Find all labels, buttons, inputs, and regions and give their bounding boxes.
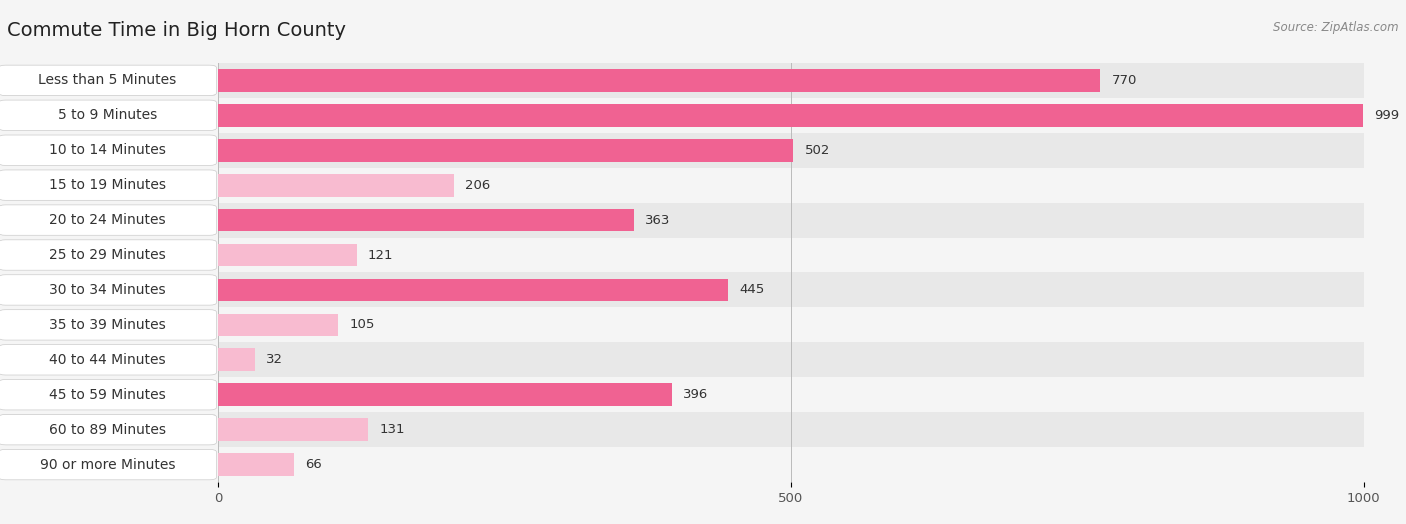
Bar [218,279,728,301]
Text: 10 to 14 Minutes: 10 to 14 Minutes [49,143,166,157]
Text: Commute Time in Big Horn County: Commute Time in Big Horn County [7,21,346,40]
Text: 206: 206 [465,179,491,192]
Bar [218,342,1364,377]
Text: 45 to 59 Minutes: 45 to 59 Minutes [49,388,166,402]
Text: Less than 5 Minutes: Less than 5 Minutes [38,73,177,88]
Bar [218,69,1101,92]
Bar [218,384,672,406]
Bar [218,453,294,476]
Bar [218,418,368,441]
Text: 363: 363 [645,214,671,226]
Text: 445: 445 [740,283,765,297]
Text: 20 to 24 Minutes: 20 to 24 Minutes [49,213,166,227]
Text: 999: 999 [1374,109,1399,122]
Text: 90 or more Minutes: 90 or more Minutes [39,457,176,472]
Bar [218,203,1364,237]
Text: 25 to 29 Minutes: 25 to 29 Minutes [49,248,166,262]
Bar [218,308,1364,342]
Text: 60 to 89 Minutes: 60 to 89 Minutes [49,423,166,436]
Bar [218,168,1364,203]
Text: 131: 131 [380,423,405,436]
Bar [218,447,1364,482]
Bar [218,209,634,232]
Text: 35 to 39 Minutes: 35 to 39 Minutes [49,318,166,332]
Bar [218,98,1364,133]
Bar [218,63,1364,98]
Bar [218,377,1364,412]
Text: 66: 66 [305,458,322,471]
Text: 30 to 34 Minutes: 30 to 34 Minutes [49,283,166,297]
Bar [218,272,1364,308]
Text: Source: ZipAtlas.com: Source: ZipAtlas.com [1274,21,1399,34]
Bar [218,174,454,196]
Text: 15 to 19 Minutes: 15 to 19 Minutes [49,178,166,192]
Bar [218,244,357,266]
Text: 770: 770 [1112,74,1137,87]
Bar [218,237,1364,272]
Text: 40 to 44 Minutes: 40 to 44 Minutes [49,353,166,367]
Text: 105: 105 [350,319,375,331]
Text: 32: 32 [266,353,283,366]
Bar [218,104,1362,127]
Bar [218,133,1364,168]
Bar [218,313,339,336]
Text: 121: 121 [368,248,394,261]
Text: 396: 396 [683,388,709,401]
Bar [218,348,254,371]
Text: 5 to 9 Minutes: 5 to 9 Minutes [58,108,157,122]
Bar [218,412,1364,447]
Bar [218,139,793,161]
Text: 502: 502 [804,144,830,157]
